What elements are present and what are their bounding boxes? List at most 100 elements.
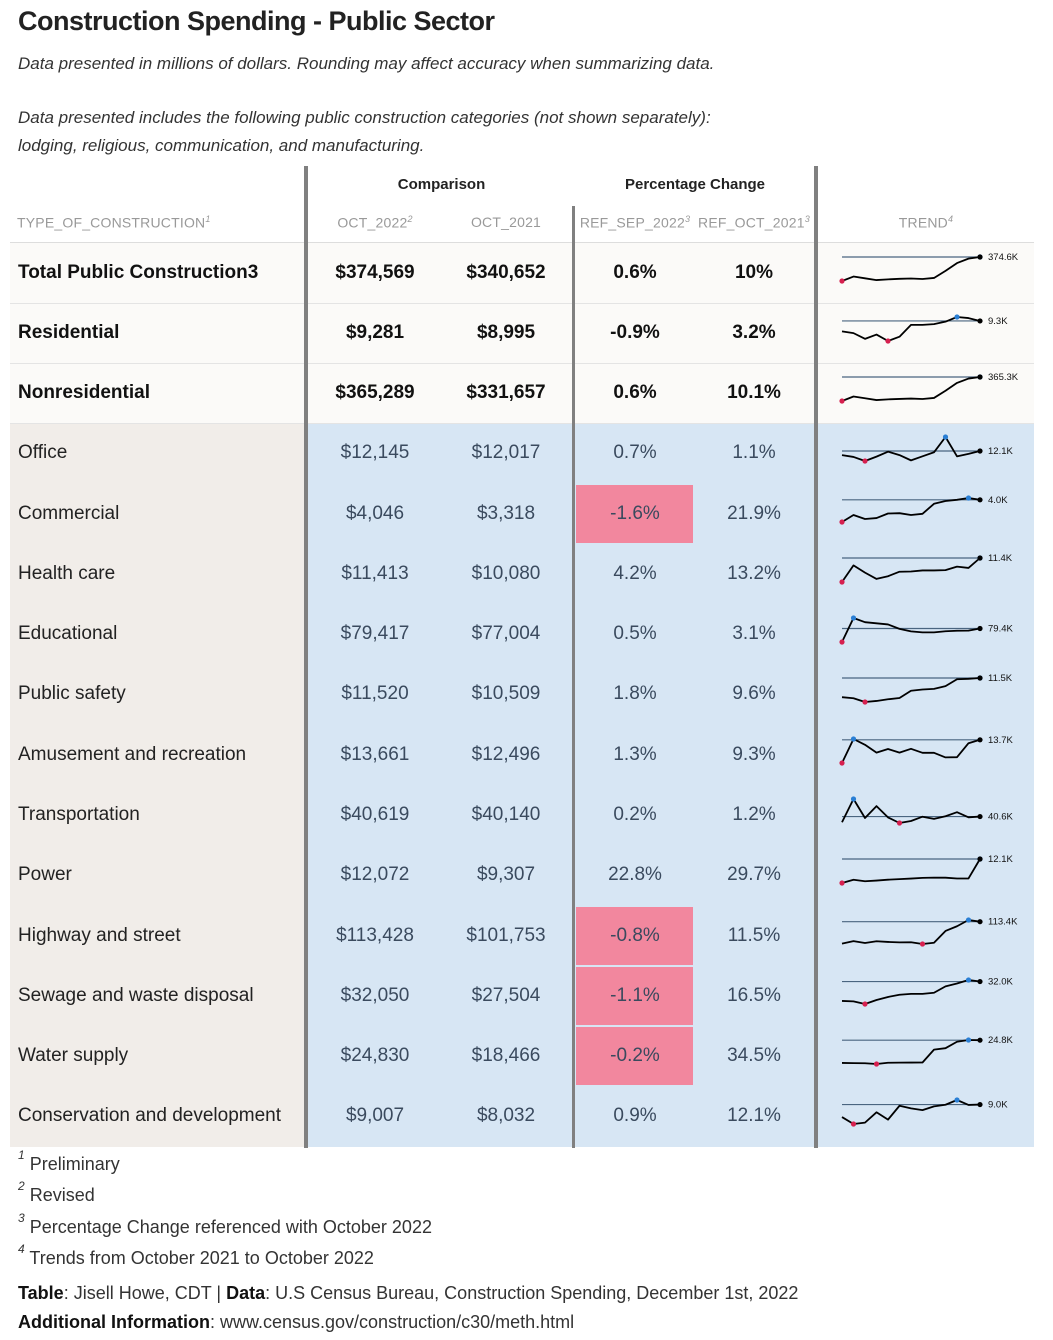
cell-ref-sep-2022: 0.2% <box>613 804 657 825</box>
table-row: Health care $11,413 $10,080 4.2% 13.2% <box>10 544 1034 604</box>
trend-line <box>841 557 981 583</box>
trend-last-point <box>977 254 983 260</box>
trend-sparkline: 9.3K <box>841 314 1008 344</box>
trend-min-point <box>885 338 891 344</box>
trend-min-point <box>839 760 845 766</box>
cell-oct-2021: $10,080 <box>471 563 541 584</box>
column-header-ref-sep-2022[interactable]: REF_SEP_20223 <box>579 214 691 231</box>
footnote-1: 1 Preliminary <box>18 1148 120 1174</box>
cell-ref-sep-2022: 0.7% <box>613 442 657 463</box>
table-row: Nonresidential $365,289 $331,657 0.6% 10.1% <box>10 363 1034 423</box>
table-row: Highway and street $113,428 $101,753 -0.8% 1… <box>10 906 1034 966</box>
cell-ref-sep-2022: -0.9% <box>610 322 660 343</box>
cell-oct-2021: $12,017 <box>471 442 541 463</box>
table-row: Residential $9,281 $8,995 -0.9% 3.2% <box>10 303 1034 363</box>
trend-min-point <box>839 398 845 404</box>
trend-min-point <box>850 1121 857 1127</box>
trend-last-point <box>977 813 983 820</box>
cell-oct-2021: $77,004 <box>471 623 541 644</box>
spanner-percentage-change: Percentage Change <box>624 176 766 193</box>
row-label: Office <box>18 442 68 463</box>
trend-last-value-label: 9.3K <box>988 316 1008 327</box>
trend-min-point <box>839 880 845 886</box>
row-label: Residential <box>18 322 120 343</box>
trend-min-point <box>919 941 926 947</box>
negative-change-highlight <box>576 967 693 1025</box>
column-header-oct-2022[interactable]: OCT_20222 <box>337 214 413 231</box>
trend-min-point <box>873 1061 880 1067</box>
cell-ref-sep-2022: 22.8% <box>608 864 662 885</box>
divider-trend <box>814 166 818 1148</box>
trend-max-point <box>850 615 857 621</box>
cell-oct-2021: $9,307 <box>476 864 536 885</box>
column-header-type[interactable]: TYPE_OF_CONSTRUCTION1 <box>17 214 211 231</box>
row-label: Commercial <box>18 503 120 524</box>
cell-ref-sep-2022: 0.9% <box>613 1105 657 1126</box>
cell-ref-oct-2021: 10.1% <box>727 382 781 403</box>
divider-comparison <box>572 206 575 1148</box>
trend-sparkline: 32.0K <box>841 977 1013 1007</box>
trend-sparkline: 365.3K <box>839 372 1019 404</box>
trend-line <box>841 1099 981 1125</box>
cell-ref-oct-2021: 10% <box>734 262 774 283</box>
header-rule <box>10 242 1034 243</box>
trend-last-point <box>977 318 983 324</box>
cell-oct-2021: $40,140 <box>471 804 541 825</box>
cell-ref-sep-2022: -0.2% <box>610 1045 660 1066</box>
table-row: Sewage and waste disposal $32,050 $27,504 -… <box>10 966 1034 1026</box>
trend-min-point <box>896 820 903 826</box>
row-label: Health care <box>18 563 116 584</box>
cell-oct-2021: $12,496 <box>471 744 541 765</box>
trend-line <box>841 979 981 1005</box>
cell-oct-2021: $10,509 <box>471 683 541 704</box>
cell-oct-2022: $40,619 <box>340 804 410 825</box>
row-label: Highway and street <box>18 925 181 946</box>
cell-ref-oct-2021: 12.1% <box>727 1105 781 1126</box>
subtitle-units: Data presented in millions of dollars. R… <box>18 54 715 73</box>
table-row: Educational $79,417 $77,004 0.5% 3.1% <box>10 604 1034 664</box>
trend-max-point <box>954 1097 960 1103</box>
cell-ref-oct-2021: 1.1% <box>732 442 776 463</box>
trend-last-point <box>977 675 983 681</box>
spanner-comparison: Comparison <box>397 176 486 193</box>
trend-sparkline: 24.8K <box>841 1035 1013 1067</box>
trend-min-point <box>862 1001 868 1007</box>
row-label: Public safety <box>18 683 126 704</box>
cell-ref-sep-2022: 0.6% <box>613 262 657 283</box>
trend-max-point <box>965 977 972 983</box>
row-label: Sewage and waste disposal <box>18 985 254 1006</box>
cell-ref-oct-2021: 21.9% <box>727 503 781 524</box>
column-header-ref-oct-2021[interactable]: REF_OCT_20213 <box>698 214 810 231</box>
trend-max-point <box>965 495 972 501</box>
cell-oct-2021: $8,995 <box>476 322 536 343</box>
trend-last-point <box>977 555 983 561</box>
cell-oct-2022: $12,145 <box>340 442 410 463</box>
negative-change-highlight <box>576 907 693 965</box>
trend-last-point <box>977 856 983 862</box>
cell-ref-sep-2022: 4.2% <box>613 563 657 584</box>
cell-oct-2022: $79,417 <box>340 623 410 644</box>
trend-last-value-label: 79.4K <box>988 623 1013 634</box>
trend-max-point <box>965 1037 972 1043</box>
cell-ref-oct-2021: 3.1% <box>732 623 776 644</box>
negative-change-highlight <box>576 485 693 543</box>
trend-last-value-label: 13.7K <box>988 735 1013 746</box>
trend-sparkline: 4.0K <box>839 495 1008 525</box>
trend-last-point <box>977 1101 983 1108</box>
trend-line <box>841 617 981 643</box>
table-row: Power $12,072 $9,307 22.8% 29.7% <box>10 845 1034 905</box>
cell-ref-sep-2022: 0.6% <box>613 382 657 403</box>
source-line: Table: Jisell Howe, CDT | Data: U.S Cens… <box>18 1283 799 1303</box>
cell-ref-sep-2022: -1.6% <box>610 503 660 524</box>
trend-sparkline: 40.6K <box>841 796 1013 826</box>
footnote-2: 2 Revised <box>18 1179 95 1205</box>
column-header-oct-2021[interactable]: OCT_2021 <box>470 214 542 230</box>
cell-ref-oct-2021: 3.2% <box>732 322 776 343</box>
cell-oct-2022: $9,007 <box>345 1105 405 1126</box>
trend-min-point <box>839 579 845 585</box>
cell-oct-2021: $27,504 <box>471 985 541 1006</box>
trend-last-value-label: 11.4K <box>988 553 1013 564</box>
cell-ref-oct-2021: 11.5% <box>727 925 781 946</box>
column-header-trend[interactable]: TREND4 <box>898 214 954 231</box>
trend-last-value-label: 113.4K <box>988 917 1018 928</box>
